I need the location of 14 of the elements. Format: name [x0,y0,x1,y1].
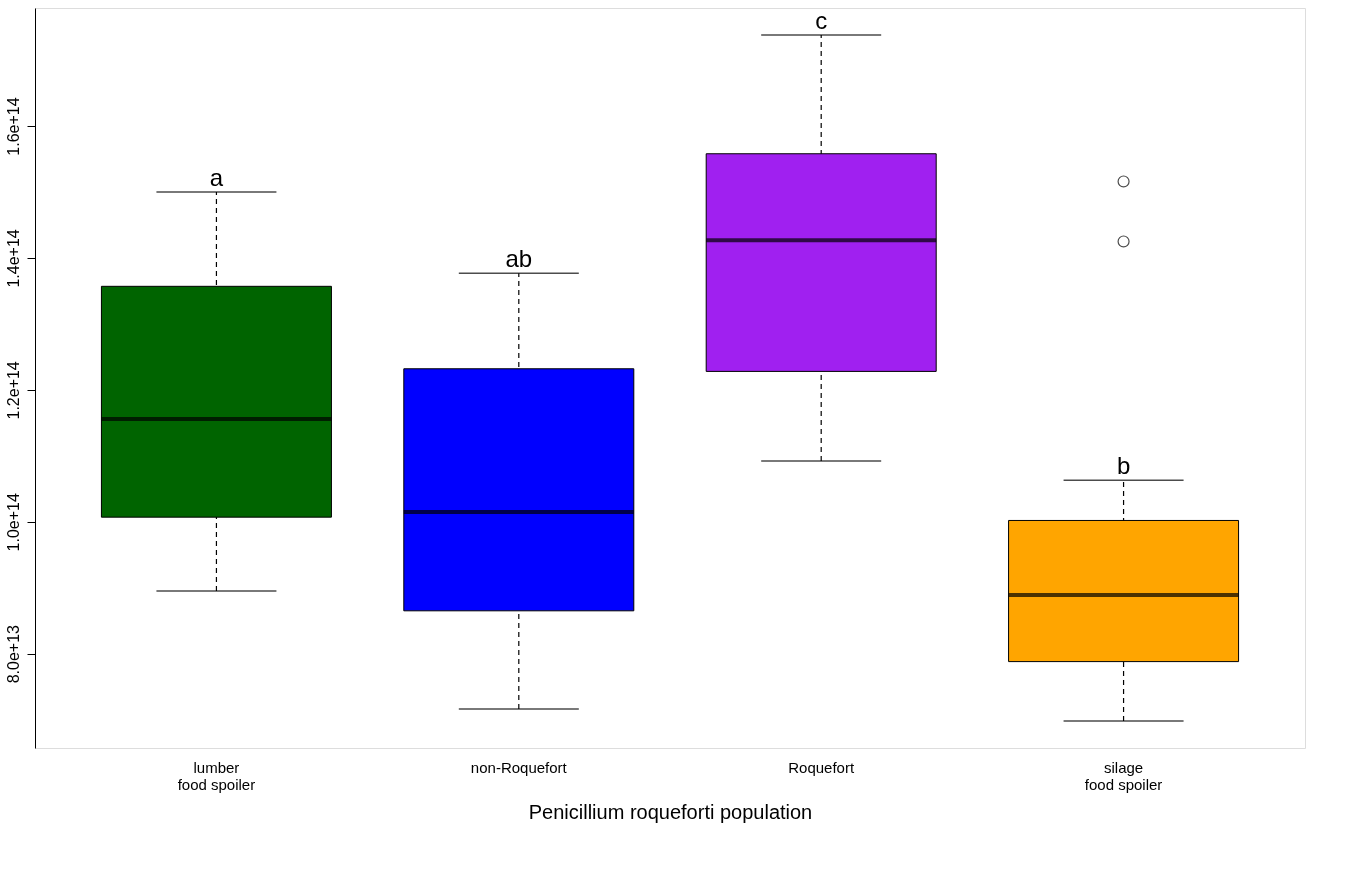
x-axis-title: Penicillium roqueforti population [528,800,813,823]
y-tick-label: 1.0e+14 [4,493,22,552]
y-tick-label: 1.6e+14 [4,97,22,156]
annotation: b [1116,452,1131,480]
x-tick-label: lumber food spoiler [177,758,256,793]
y-tick-label: 8.0e+13 [4,624,22,684]
y-tick-label: 1.4e+14 [4,229,22,288]
x-tick-label: silage food spoiler [1084,758,1163,793]
y-tick-label: 1.2e+14 [4,361,22,420]
x-tick-label: Roquefort [788,758,855,776]
x-tick-label: non-Roquefort [470,758,568,776]
annotation: ab [505,245,533,273]
annotation: a [209,164,224,192]
annotation: c [815,7,828,35]
